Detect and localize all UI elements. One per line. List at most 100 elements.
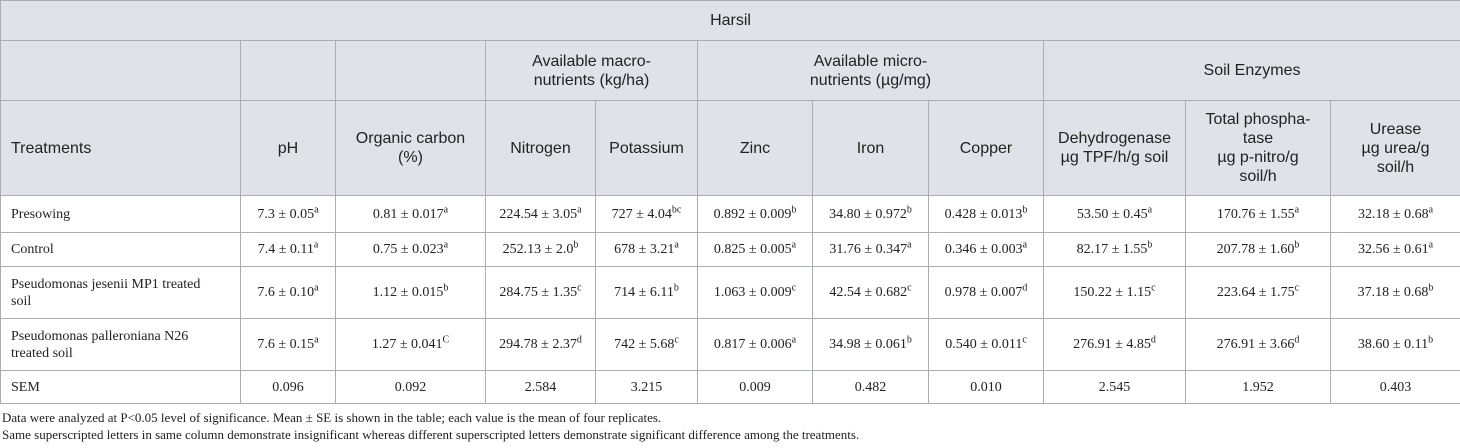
cell-value: 7.4 ± 0.11 (257, 242, 314, 257)
empty-cell (240, 40, 336, 101)
cell-value: 38.60 ± 0.11 (1357, 337, 1429, 352)
empty-cell (335, 40, 486, 101)
value-cell: 678 ± 3.21a (595, 232, 698, 267)
column-header: Copper (928, 100, 1044, 196)
significance-letter: a (314, 282, 319, 294)
value-cell: 714 ± 6.11b (595, 266, 698, 319)
cell-value: 0.892 ± 0.009 (713, 206, 792, 222)
cell-value: 53.50 ± 0.45 (1076, 206, 1148, 222)
column-header: Iron (812, 100, 929, 196)
cell-value: 0.092 (394, 379, 427, 395)
significance-letter: b (673, 282, 679, 294)
significance-letter: d (1294, 334, 1300, 346)
cell-value: 0.010 (970, 379, 1002, 395)
value-cell: 2.584 (485, 370, 596, 404)
cell-value: 223.64 ± 1.75 (1216, 285, 1295, 300)
significance-letter: b (1428, 334, 1434, 346)
column-header: Nitrogen (485, 100, 596, 196)
data-row: Pseudomonas jesenii MP1 treated soil 7.6 ±… (0, 266, 1460, 319)
significance-letter: d (576, 334, 582, 346)
value-cell: 1.063 ± 0.009c (697, 266, 813, 319)
treatment-cell: Control (0, 232, 241, 267)
text-line: µg urea/g (1361, 139, 1430, 157)
text-line: nutrients (µg/mg) (809, 71, 932, 89)
value-cell: 294.78 ± 2.37d (485, 318, 596, 371)
text-line: Iron (856, 139, 885, 157)
significance-letter: d (1022, 282, 1028, 294)
cell-value: 294.78 ± 2.37 (499, 337, 577, 352)
text-line: Pseudomonas jesenii MP1 treated (11, 276, 201, 292)
value-cell: 82.17 ± 1.55b (1043, 232, 1186, 267)
value-cell: 2.545 (1043, 370, 1186, 404)
value-cell: 224.54 ± 3.05a (485, 195, 596, 233)
cell-value: 150.22 ± 1.15 (1073, 285, 1152, 300)
value-cell: 34.80 ± 0.972b (812, 195, 929, 233)
empty-cell (0, 40, 241, 101)
value-cell: 0.978 ± 0.007d (928, 266, 1044, 319)
significance-letter: a (314, 203, 319, 215)
significance-letter: b (573, 239, 579, 251)
value-cell: 0.892 ± 0.009b (697, 195, 813, 233)
value-cell: 276.91 ± 3.66d (1185, 318, 1331, 371)
text-line: Organic carbon (355, 130, 466, 147)
significance-letter: a (674, 239, 679, 251)
cell-value: 0.096 (272, 379, 304, 395)
significance-letter: a (314, 334, 319, 346)
cell-value: 0.75 ± 0.023 (372, 242, 444, 257)
significance-letter: c (1151, 282, 1156, 294)
value-cell: 252.13 ± 2.0b (485, 232, 596, 267)
significance-letter: a (791, 239, 797, 251)
significance-letter: b (791, 203, 797, 215)
cell-value: 2.545 (1098, 379, 1131, 395)
value-cell: 31.76 ± 0.347a (812, 232, 929, 267)
value-cell: 0.009 (697, 370, 813, 404)
treatment-cell: Pseudomonas palleroniana N26 treated soil (0, 318, 241, 371)
value-cell: 170.76 ± 1.55a (1185, 195, 1331, 233)
text-line: Presowing (11, 206, 71, 222)
significance-letter: c (577, 282, 582, 294)
cell-value: 0.403 (1379, 379, 1412, 395)
column-header-row: Treatments pH Organic carbon (%) Nitrogen Pot… (0, 100, 1460, 196)
cell-value: 1.952 (1242, 379, 1274, 395)
cell-value: 678 ± 3.21 (614, 242, 675, 257)
significance-letter: a (443, 239, 449, 251)
group-header: Available micro-nutrients (µg/mg) (697, 40, 1044, 101)
value-cell: 32.56 ± 0.61a (1329, 232, 1460, 267)
value-cell: 276.91 ± 4.85d (1043, 318, 1186, 371)
cell-value: 170.76 ± 1.55 (1216, 206, 1295, 222)
significance-letter: b (1428, 282, 1434, 294)
value-cell: 1.12 ± 0.015b (335, 266, 486, 319)
cell-value: 34.98 ± 0.061 (829, 337, 907, 352)
value-cell: 1.952 (1185, 370, 1331, 404)
cell-value: 207.78 ± 1.60 (1216, 242, 1295, 257)
significance-letter: b (1294, 239, 1300, 251)
text-line: Soil Enzymes (1203, 62, 1301, 79)
footnote: Same superscripted letters in same colum… (2, 427, 860, 442)
significance-letter: c (907, 282, 912, 294)
value-cell: 207.78 ± 1.60b (1185, 232, 1331, 267)
text-line: Treatments (11, 139, 92, 157)
cell-value: 7.3 ± 0.05 (257, 206, 315, 222)
text-line: (%) (398, 149, 423, 166)
significance-letter: c (1294, 282, 1300, 294)
text-line: Nitrogen (510, 139, 571, 157)
text-line: Pseudomonas palleroniana N26 (11, 328, 189, 344)
column-header: pH (240, 100, 336, 196)
cell-value: 714 ± 6.11 (614, 285, 674, 300)
value-cell: 0.096 (240, 370, 336, 404)
cell-value: 0.428 ± 0.013 (944, 206, 1023, 222)
value-cell: 0.825 ± 0.005a (697, 232, 813, 267)
significance-letter: a (577, 203, 582, 215)
text-line: Copper (959, 139, 1013, 157)
cell-value: 37.18 ± 0.68 (1357, 285, 1429, 300)
cell-value: 0.81 ± 0.017 (372, 206, 444, 222)
column-header: Potassium (595, 100, 698, 196)
significance-letter: b (906, 334, 912, 346)
value-cell: 34.98 ± 0.061b (812, 318, 929, 371)
significance-letter: a (1147, 203, 1153, 215)
value-cell: 7.3 ± 0.05a (240, 195, 336, 233)
cell-value: 0.817 ± 0.006 (713, 337, 792, 352)
cell-value: 0.540 ± 0.011 (945, 337, 1023, 352)
cell-value: 3.215 (630, 379, 663, 395)
significance-letter: d (1150, 334, 1156, 346)
